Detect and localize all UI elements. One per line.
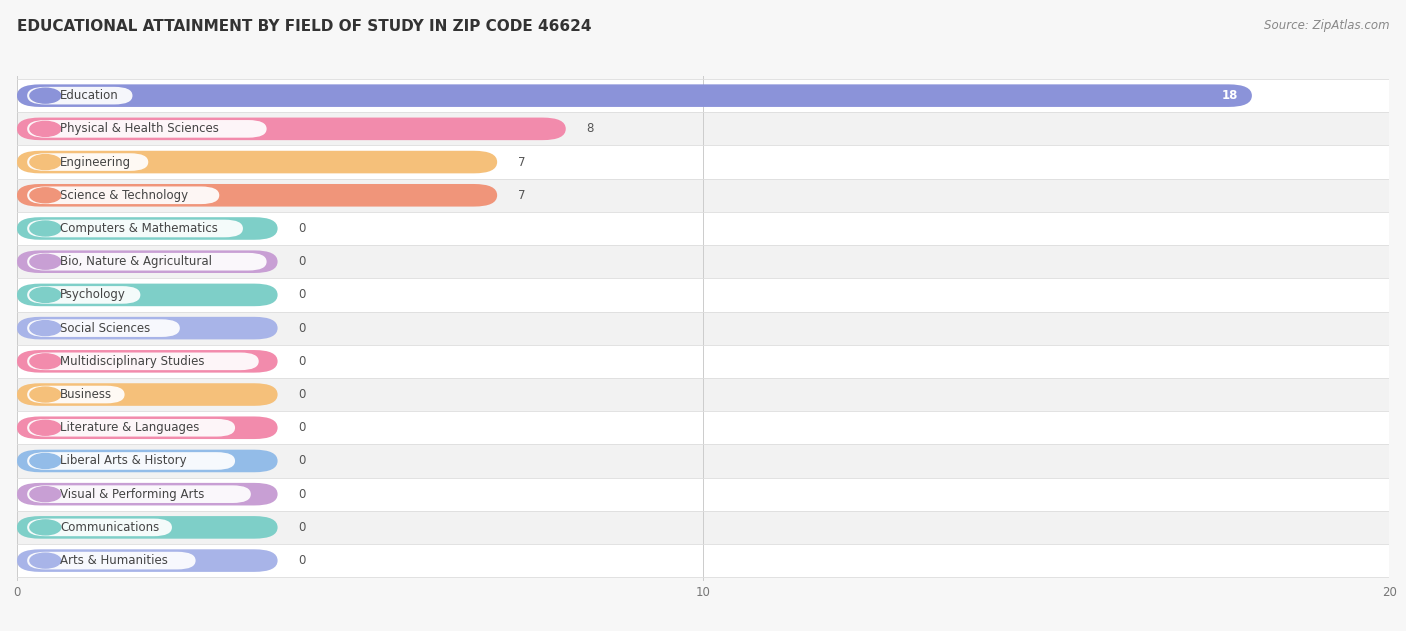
FancyBboxPatch shape: [27, 253, 267, 271]
Text: Social Sciences: Social Sciences: [60, 322, 150, 334]
Bar: [17, 112, 1389, 146]
Bar: [17, 378, 1389, 411]
Text: 0: 0: [298, 554, 305, 567]
Text: 0: 0: [298, 521, 305, 534]
Text: Computers & Mathematics: Computers & Mathematics: [60, 222, 218, 235]
FancyBboxPatch shape: [17, 416, 277, 439]
FancyBboxPatch shape: [27, 386, 125, 403]
Circle shape: [30, 121, 60, 136]
FancyBboxPatch shape: [27, 319, 180, 337]
Text: 0: 0: [298, 355, 305, 368]
FancyBboxPatch shape: [17, 350, 277, 373]
Bar: [17, 212, 1389, 245]
Text: 0: 0: [298, 422, 305, 434]
FancyBboxPatch shape: [27, 187, 219, 204]
Circle shape: [30, 188, 60, 203]
FancyBboxPatch shape: [27, 286, 141, 304]
Bar: [17, 179, 1389, 212]
FancyBboxPatch shape: [17, 383, 277, 406]
FancyBboxPatch shape: [17, 450, 277, 472]
Bar: [17, 444, 1389, 478]
Text: Visual & Performing Arts: Visual & Performing Arts: [60, 488, 204, 500]
Text: 7: 7: [517, 156, 526, 168]
Text: 0: 0: [298, 255, 305, 268]
FancyBboxPatch shape: [17, 85, 1251, 107]
Text: 0: 0: [298, 288, 305, 302]
Circle shape: [30, 88, 60, 103]
FancyBboxPatch shape: [27, 153, 148, 171]
Bar: [17, 312, 1389, 345]
FancyBboxPatch shape: [17, 151, 498, 174]
Text: Physical & Health Sciences: Physical & Health Sciences: [60, 122, 219, 136]
Text: Multidisciplinary Studies: Multidisciplinary Studies: [60, 355, 204, 368]
FancyBboxPatch shape: [17, 217, 277, 240]
Circle shape: [30, 288, 60, 302]
FancyBboxPatch shape: [27, 551, 195, 569]
Bar: [17, 544, 1389, 577]
Text: Engineering: Engineering: [60, 156, 131, 168]
Circle shape: [30, 155, 60, 170]
Circle shape: [30, 387, 60, 402]
FancyBboxPatch shape: [17, 483, 277, 505]
Text: 0: 0: [298, 222, 305, 235]
Text: Business: Business: [60, 388, 112, 401]
Bar: [17, 79, 1389, 112]
FancyBboxPatch shape: [27, 485, 250, 503]
Text: Communications: Communications: [60, 521, 159, 534]
Text: Bio, Nature & Agricultural: Bio, Nature & Agricultural: [60, 255, 212, 268]
Circle shape: [30, 254, 60, 269]
Bar: [17, 510, 1389, 544]
FancyBboxPatch shape: [17, 117, 565, 140]
FancyBboxPatch shape: [27, 353, 259, 370]
Text: Liberal Arts & History: Liberal Arts & History: [60, 454, 187, 468]
FancyBboxPatch shape: [27, 220, 243, 237]
FancyBboxPatch shape: [17, 283, 277, 306]
FancyBboxPatch shape: [27, 87, 132, 105]
Text: Literature & Languages: Literature & Languages: [60, 422, 200, 434]
Text: Arts & Humanities: Arts & Humanities: [60, 554, 167, 567]
Bar: [17, 146, 1389, 179]
FancyBboxPatch shape: [17, 550, 277, 572]
Circle shape: [30, 321, 60, 336]
FancyBboxPatch shape: [27, 120, 267, 138]
Circle shape: [30, 487, 60, 502]
Circle shape: [30, 354, 60, 369]
Circle shape: [30, 420, 60, 435]
Bar: [17, 345, 1389, 378]
Text: Education: Education: [60, 89, 118, 102]
Text: 0: 0: [298, 388, 305, 401]
Bar: [17, 478, 1389, 510]
Circle shape: [30, 221, 60, 236]
Text: 0: 0: [298, 322, 305, 334]
FancyBboxPatch shape: [27, 452, 235, 469]
Text: 0: 0: [298, 488, 305, 500]
Text: 7: 7: [517, 189, 526, 202]
FancyBboxPatch shape: [27, 419, 235, 437]
Text: Science & Technology: Science & Technology: [60, 189, 188, 202]
Text: 0: 0: [298, 454, 305, 468]
Circle shape: [30, 553, 60, 568]
FancyBboxPatch shape: [17, 184, 498, 206]
FancyBboxPatch shape: [17, 317, 277, 339]
FancyBboxPatch shape: [17, 251, 277, 273]
Text: 8: 8: [586, 122, 593, 136]
FancyBboxPatch shape: [17, 516, 277, 539]
Circle shape: [30, 454, 60, 468]
Text: 18: 18: [1222, 89, 1239, 102]
Circle shape: [30, 520, 60, 535]
Bar: [17, 278, 1389, 312]
Text: EDUCATIONAL ATTAINMENT BY FIELD OF STUDY IN ZIP CODE 46624: EDUCATIONAL ATTAINMENT BY FIELD OF STUDY…: [17, 19, 592, 34]
Bar: [17, 245, 1389, 278]
Text: Source: ZipAtlas.com: Source: ZipAtlas.com: [1264, 19, 1389, 32]
Text: Psychology: Psychology: [60, 288, 125, 302]
Bar: [17, 411, 1389, 444]
FancyBboxPatch shape: [27, 519, 172, 536]
